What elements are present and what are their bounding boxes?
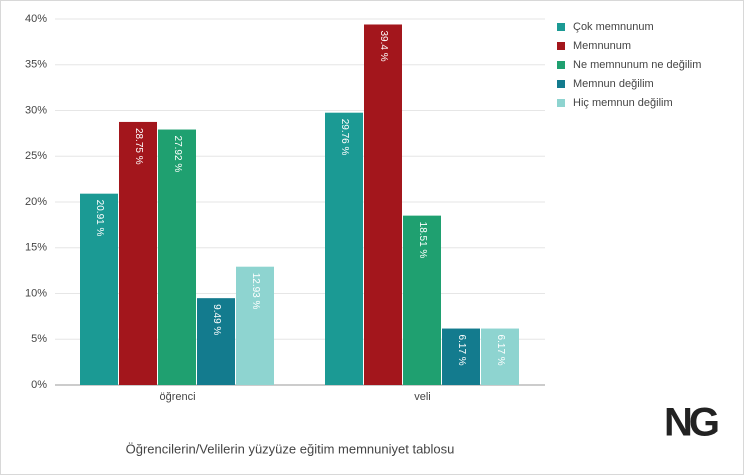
- x-tick-label: veli: [414, 391, 431, 403]
- value-label: 27.92 %: [172, 136, 183, 173]
- y-tick-label: 15%: [25, 242, 47, 254]
- value-label: 20.91 %: [94, 200, 105, 237]
- legend-swatch: [557, 61, 565, 69]
- value-label: 9.49 %: [211, 304, 222, 335]
- bar: [403, 215, 441, 385]
- value-label: 29.76 %: [339, 119, 350, 156]
- bar: [442, 328, 480, 385]
- y-tick-label: 40%: [25, 13, 47, 25]
- legend-swatch: [557, 80, 565, 88]
- bar: [119, 121, 157, 385]
- value-label: 6.17 %: [495, 335, 506, 366]
- bar: [236, 266, 274, 385]
- value-label: 18.51 %: [417, 222, 428, 259]
- value-label: 6.17 %: [456, 335, 467, 366]
- chart-title: Öğrencilerin/Velilerin yüzyüze eğitim me…: [126, 441, 455, 456]
- y-tick-label: 10%: [25, 287, 47, 299]
- logo: NG: [664, 401, 718, 445]
- value-label: 12.93 %: [250, 273, 261, 310]
- bar: [481, 328, 519, 385]
- legend-label: Memnunum: [573, 40, 631, 52]
- legend-label: Memnun değilim: [573, 78, 654, 90]
- y-tick-label: 0%: [31, 379, 47, 391]
- legend-swatch: [557, 42, 565, 50]
- y-tick-label: 35%: [25, 59, 47, 71]
- legend-swatch: [557, 23, 565, 31]
- y-tick-label: 20%: [25, 196, 47, 208]
- x-tick-label: öğrenci: [159, 391, 195, 403]
- legend-label: Hiç memnun değilim: [573, 97, 673, 109]
- value-label: 39.4 %: [378, 30, 389, 61]
- bar: [364, 24, 402, 386]
- value-label: 28.75 %: [133, 128, 144, 165]
- y-tick-label: 30%: [25, 104, 47, 116]
- legend-label: Çok memnunum: [573, 21, 654, 33]
- bar: [325, 112, 363, 386]
- y-tick-label: 5%: [31, 333, 47, 345]
- bar: [158, 129, 196, 385]
- legend-label: Ne memnunum ne değilim: [573, 59, 701, 71]
- bar: [80, 193, 118, 385]
- legend-swatch: [557, 99, 565, 107]
- bar: [197, 298, 235, 385]
- y-tick-label: 25%: [25, 150, 47, 162]
